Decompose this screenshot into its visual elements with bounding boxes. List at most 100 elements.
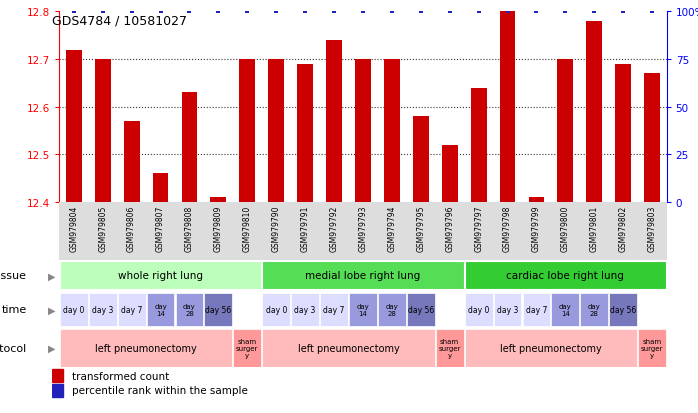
Text: GDS4784 / 10581027: GDS4784 / 10581027 [52, 14, 187, 27]
Text: day 7: day 7 [323, 305, 345, 314]
Bar [615, 65, 631, 202]
Text: day 0: day 0 [468, 305, 489, 314]
Text: GSM979791: GSM979791 [301, 205, 310, 252]
Bar [262, 262, 463, 290]
Text: GSM979804: GSM979804 [69, 205, 78, 252]
Text: ▶: ▶ [48, 271, 56, 281]
Text: time: time [1, 305, 27, 315]
Text: day
28: day 28 [588, 303, 601, 316]
Text: GSM979796: GSM979796 [445, 205, 454, 252]
Bar [465, 262, 666, 290]
Bar [349, 293, 377, 326]
Bar [500, 12, 516, 202]
Text: protocol: protocol [0, 343, 27, 353]
Text: day 56: day 56 [205, 305, 232, 314]
Text: day 56: day 56 [610, 305, 637, 314]
Text: cardiac lobe right lung: cardiac lobe right lung [507, 271, 624, 281]
Text: sham
surger
y: sham surger y [641, 338, 663, 358]
Text: day
14: day 14 [154, 303, 167, 316]
Bar [262, 293, 290, 326]
Text: GSM979809: GSM979809 [214, 205, 223, 252]
Bar [586, 22, 602, 202]
Bar [118, 293, 145, 326]
Bar [176, 293, 203, 326]
Text: day 56: day 56 [408, 305, 434, 314]
Bar [558, 60, 573, 202]
Bar [442, 145, 458, 202]
Bar [205, 293, 232, 326]
Text: ▶: ▶ [48, 343, 56, 353]
Bar [52, 370, 64, 382]
Bar [644, 74, 660, 202]
Bar [60, 293, 88, 326]
Bar [66, 50, 82, 202]
Text: tissue: tissue [0, 271, 27, 281]
Bar [210, 197, 226, 202]
Bar [413, 117, 429, 202]
Bar [95, 60, 111, 202]
Text: transformed count: transformed count [73, 371, 170, 381]
Text: day
28: day 28 [183, 303, 196, 316]
Text: GSM979800: GSM979800 [561, 205, 570, 252]
Text: GSM979810: GSM979810 [243, 205, 252, 252]
Bar [465, 329, 637, 367]
Text: day 3: day 3 [92, 305, 113, 314]
Text: GSM979803: GSM979803 [648, 205, 657, 252]
Bar [493, 293, 521, 326]
Text: sham
surger
y: sham surger y [438, 338, 461, 358]
Bar [320, 293, 348, 326]
Bar [239, 60, 255, 202]
Text: GSM979807: GSM979807 [156, 205, 165, 252]
Text: day 3: day 3 [497, 305, 518, 314]
Bar [60, 329, 232, 367]
Text: GSM979790: GSM979790 [272, 205, 281, 252]
Text: GSM979801: GSM979801 [590, 205, 599, 252]
Bar [124, 121, 140, 202]
Text: GSM979798: GSM979798 [503, 205, 512, 252]
Bar [384, 60, 400, 202]
Text: GSM979793: GSM979793 [359, 205, 367, 252]
Text: GSM979794: GSM979794 [387, 205, 396, 252]
Bar [153, 174, 168, 202]
Text: left pneumonectomy: left pneumonectomy [500, 343, 602, 353]
Bar [528, 197, 544, 202]
Text: sham
surger
y: sham surger y [236, 338, 258, 358]
Text: day
14: day 14 [559, 303, 572, 316]
Text: GSM979806: GSM979806 [127, 205, 136, 252]
Text: day
14: day 14 [357, 303, 369, 316]
Bar [52, 384, 64, 396]
Bar [355, 60, 371, 202]
Bar [551, 293, 579, 326]
Bar [297, 65, 313, 202]
Bar [181, 93, 198, 202]
Text: day
28: day 28 [385, 303, 399, 316]
Text: GSM979808: GSM979808 [185, 205, 194, 252]
Bar [581, 293, 608, 326]
Text: GSM979795: GSM979795 [416, 205, 425, 252]
Text: whole right lung: whole right lung [118, 271, 203, 281]
Text: GSM979799: GSM979799 [532, 205, 541, 252]
Text: GSM979805: GSM979805 [98, 205, 107, 252]
Text: GSM979802: GSM979802 [618, 205, 628, 252]
Bar [147, 293, 174, 326]
Text: ▶: ▶ [48, 305, 56, 315]
Bar [60, 262, 261, 290]
Text: medial lobe right lung: medial lobe right lung [305, 271, 421, 281]
Text: day 7: day 7 [121, 305, 142, 314]
Bar [638, 329, 666, 367]
Bar [233, 329, 261, 367]
Bar [268, 60, 284, 202]
Bar [326, 41, 342, 202]
Text: left pneumonectomy: left pneumonectomy [95, 343, 197, 353]
Text: GSM979792: GSM979792 [329, 205, 339, 252]
Bar [436, 329, 463, 367]
Bar [609, 293, 637, 326]
Text: day 0: day 0 [265, 305, 287, 314]
Bar [291, 293, 319, 326]
Bar [470, 88, 487, 202]
Bar [89, 293, 117, 326]
Bar [262, 329, 435, 367]
Bar [523, 293, 550, 326]
Bar [378, 293, 406, 326]
Text: day 0: day 0 [63, 305, 84, 314]
